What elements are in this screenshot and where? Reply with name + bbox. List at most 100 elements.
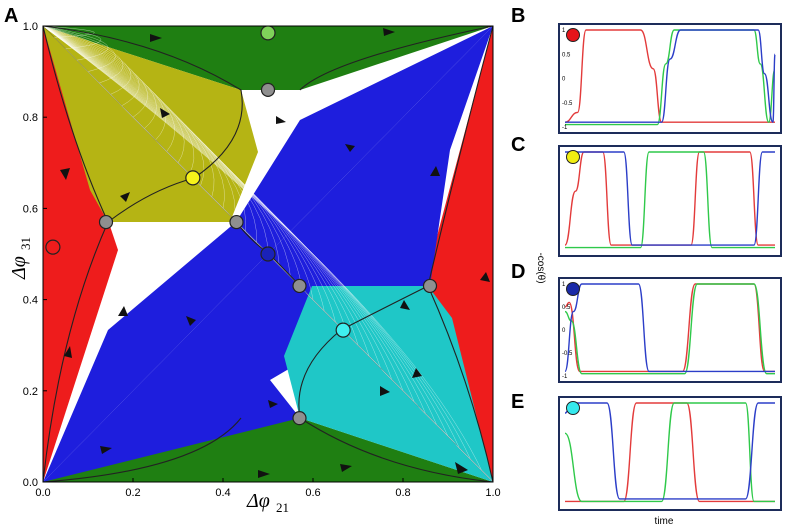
- blue-attractor-marker: [260, 246, 276, 262]
- flow-streak: [54, 37, 493, 482]
- separatrix-left-red: [43, 221, 109, 482]
- saddle-marker: [260, 82, 276, 97]
- flow-arrow: [150, 34, 162, 42]
- phase-plane: 0.0 0.2 0.4 0.6 0.8 1.0 0.0 0.2 0.4 0.6 0.8 1.0 Δφ …: [8, 21, 501, 515]
- flow-arrow: [340, 464, 352, 472]
- fixed-points: [45, 26, 438, 426]
- trace-line-red: [564, 29, 775, 123]
- x-axis-label: Δφ 21: [246, 490, 289, 515]
- flow-arrow: [100, 446, 112, 454]
- trace-background: [559, 146, 781, 256]
- flow-arrow: [455, 462, 468, 474]
- trace-marker-cyan: [566, 401, 580, 415]
- trace-panel-b: 1 0.5 0 -0.5 -1: [558, 23, 782, 134]
- separatrix-upper-right: [299, 26, 493, 91]
- yellow-attractor-marker: [185, 170, 201, 186]
- cyan-attractor-marker: [335, 322, 351, 338]
- trace-y-tick: -1: [562, 125, 568, 131]
- x-tick-label: 0.0: [35, 487, 50, 499]
- flow-arrow: [118, 306, 128, 316]
- axis-ticks: 0.0 0.2 0.4 0.6 0.8 1.0 0.0 0.2 0.4 0.6 0.8 1.0: [23, 21, 501, 499]
- trace-y-tick: 0: [562, 77, 566, 83]
- saddle-marker: [292, 411, 307, 426]
- trace-line-green: [564, 151, 775, 249]
- y-tick-label: 0.0: [23, 477, 38, 489]
- flow-arrow: [258, 470, 270, 478]
- saddle-marker: [98, 214, 114, 230]
- trace-line-blue: [565, 29, 776, 123]
- trace-frame: [558, 396, 782, 511]
- trace-y-tick: -0.5: [562, 101, 573, 107]
- x-tick-label: 0.4: [215, 487, 230, 499]
- separatrix-right-red: [427, 26, 493, 287]
- flow-arrow: [412, 368, 422, 378]
- separatrices: [43, 26, 493, 482]
- trace-background: [559, 24, 781, 133]
- panel-letter-c: C: [511, 134, 525, 156]
- panel-letter-e: E: [511, 391, 524, 413]
- trace-panel-d: 1 0.5 0 -0.5 -1: [558, 277, 782, 383]
- y-axis-subscript: 31: [18, 237, 33, 250]
- flow-arrow: [276, 116, 286, 124]
- basin-cyan: [284, 286, 493, 482]
- saddle-marker: [292, 278, 307, 294]
- y-tick-label: 0.2: [23, 386, 38, 398]
- separatrix-bottom-left: [43, 417, 242, 482]
- flow-arrow: [186, 316, 196, 326]
- trace-frame: [558, 145, 782, 257]
- basin-red-right: [420, 26, 493, 482]
- trace-panel-e: [558, 396, 782, 511]
- traces-x-label: time: [655, 516, 674, 527]
- y-axis-label: Δφ 31: [8, 237, 33, 280]
- trace-background: [559, 397, 781, 510]
- x-tick-label: 0.8: [395, 487, 410, 499]
- trace-background: [559, 278, 781, 382]
- separatrix-right-cyan: [340, 285, 493, 482]
- trace-line-green: [564, 283, 775, 375]
- y-axis-symbol: Δφ: [8, 256, 30, 280]
- trace-line-red: [564, 283, 775, 373]
- x-tick-label: 0.2: [125, 487, 140, 499]
- trace-marker-blue: [566, 282, 580, 296]
- panel-letter-b: B: [511, 5, 525, 27]
- separatrix-bottom-cyan: [298, 329, 493, 482]
- flow-streak: [43, 26, 482, 471]
- green-attractor-marker: [260, 26, 276, 41]
- trace-y-tick: 0.5: [562, 305, 571, 311]
- trace-marker-red: [566, 28, 580, 42]
- trace-y-tick: 1: [562, 282, 566, 288]
- trace-frame: [558, 277, 782, 383]
- separatrix-upper-left: [43, 26, 243, 179]
- plot-frame: [42, 25, 494, 483]
- trace-line-blue: [564, 283, 775, 373]
- flow-arrow: [64, 346, 72, 358]
- flow-arrow: [160, 108, 170, 118]
- trace-y-tick: 0: [562, 328, 566, 334]
- y-tick-label: 1.0: [23, 21, 38, 33]
- trace-line-green: [564, 402, 775, 503]
- panel-letter-d: D: [511, 261, 525, 283]
- x-tick-label: 0.6: [305, 487, 320, 499]
- flow-arrow: [268, 400, 278, 408]
- flow-streaks: [43, 26, 493, 482]
- trace-y-tick: 0.5: [562, 52, 571, 58]
- y-tick-label: 0.4: [23, 295, 38, 307]
- flow-arrow: [480, 272, 490, 282]
- y-tick-label: 0.8: [23, 112, 38, 124]
- x-tick-label: 1.0: [485, 487, 500, 499]
- flow-arrow: [400, 300, 410, 310]
- red-attractor-marker: [45, 239, 61, 255]
- basin-regions: [43, 26, 493, 482]
- panel-letter-a: A: [4, 5, 18, 27]
- saddle-marker: [422, 278, 438, 294]
- flow-arrow: [345, 144, 355, 152]
- flow-streak: [43, 26, 148, 118]
- trace-frame: [558, 23, 782, 134]
- basin-green-top: [43, 26, 493, 90]
- basin-yellow: [43, 26, 258, 222]
- flow-streak: [43, 26, 140, 107]
- separatrix-left-yellow: [43, 26, 195, 223]
- trace-y-tick: 1: [562, 28, 566, 34]
- flow-arrow: [380, 386, 390, 396]
